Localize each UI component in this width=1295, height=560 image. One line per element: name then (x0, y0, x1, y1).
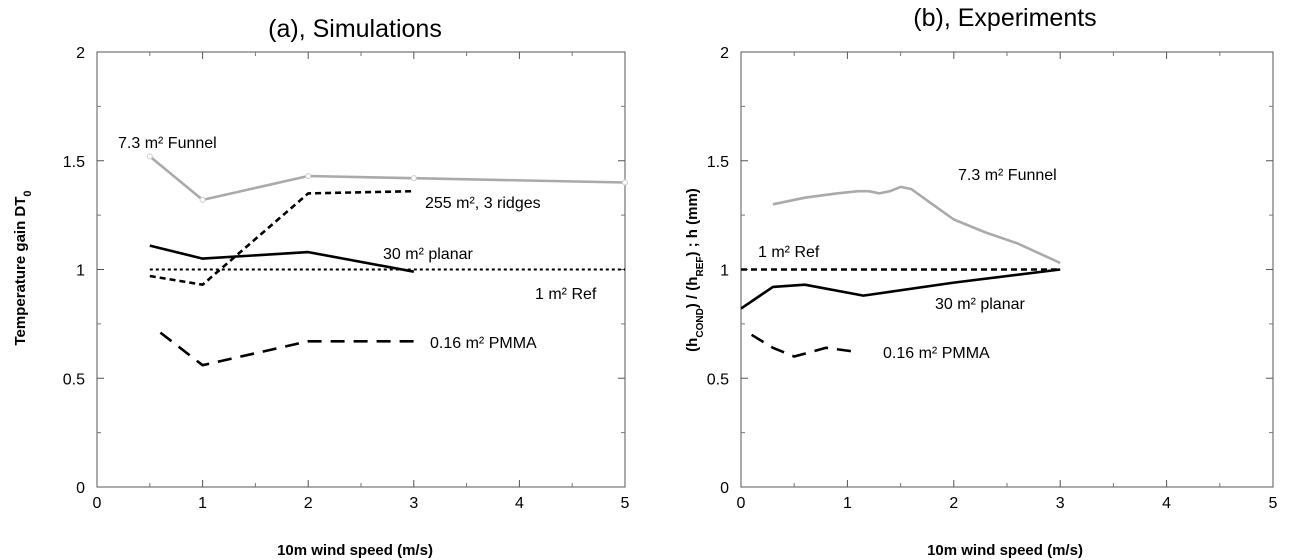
x-tick-label: 3 (1056, 495, 1065, 512)
series-line-1 (149, 189, 414, 287)
y-axis-label: (hCOND) / (hREF) ; h (mm) (684, 188, 706, 352)
series-annotation: 30 m² planar (935, 296, 1025, 313)
y-tick-label: 0 (76, 480, 85, 497)
series-annotation: 7.3 m² Funnel (118, 135, 217, 152)
series-annotation: 30 m² planar (383, 246, 473, 263)
x-tick-label: 1 (198, 495, 207, 512)
x-tick-label: 3 (409, 495, 418, 512)
y-axis-label-part: ) / (h (684, 277, 701, 309)
y-axis-label-sub: 0 (22, 190, 34, 196)
data-point (410, 175, 417, 182)
chart-title: (b), Experiments (913, 4, 1096, 32)
y-tick-label: 1.5 (707, 154, 729, 171)
y-axis-label: Temperature gain DT0 (12, 190, 34, 345)
y-tick-label: 2 (76, 45, 85, 62)
series-annotation: 1 m² Ref (758, 244, 820, 261)
x-tick-label: 1 (843, 495, 852, 512)
x-tick-label: 0 (737, 495, 746, 512)
y-tick-label: 0.5 (707, 371, 729, 388)
y-tick-label: 0.5 (63, 371, 85, 388)
series-line-2 (149, 244, 415, 273)
x-axis-label: 10m wind speed (m/s) (927, 542, 1083, 559)
x-tick-label: 0 (93, 495, 102, 512)
y-axis-label-part: REF (695, 257, 706, 277)
series-annotation: 0.16 m² PMMA (430, 335, 537, 352)
x-tick-label: 5 (621, 495, 630, 512)
data-point (146, 153, 153, 160)
y-tick-label: 1 (76, 263, 85, 280)
series-line-3 (750, 333, 859, 358)
chart-panel-experiments: (b), Experiments 0 1 2 3 4 5 0 0.5 1 1.5 2 10m wind … (684, 4, 1278, 559)
series-line-4 (159, 331, 414, 367)
y-axis-label-part: (h (684, 338, 701, 352)
data-point (622, 179, 628, 186)
y-tick-label: 1 (720, 263, 729, 280)
data-point (199, 196, 206, 203)
y-tick-label: 2 (720, 45, 729, 62)
chart-title: (a), Simulations (268, 15, 442, 43)
series-annotation: 255 m², 3 ridges (425, 195, 541, 212)
x-tick-label: 4 (1162, 495, 1171, 512)
y-tick-label: 0 (720, 480, 729, 497)
x-tick-label: 5 (1269, 495, 1278, 512)
y-axis-label-part: ) ; h (mm) (684, 188, 701, 256)
x-tick-label: 2 (304, 495, 313, 512)
x-tick-label: 4 (515, 495, 524, 512)
x-tick-label: 2 (949, 495, 958, 512)
data-point (305, 172, 312, 179)
series-line-2 (740, 268, 1061, 310)
y-axis-label-main: Temperature gain DT (12, 197, 29, 346)
series-annotation: 1 m² Ref (535, 286, 597, 303)
series-annotation: 0.16 m² PMMA (883, 345, 990, 362)
x-axis-label: 10m wind speed (m/s) (277, 542, 433, 559)
series-line-0 (148, 155, 626, 202)
series-annotation: 7.3 m² Funnel (958, 167, 1057, 184)
series-line-0 (772, 185, 1061, 265)
chart-panel-simulations: (a), Simulations 0 1 2 3 4 5 0 0.5 1 1.5 2 10m wind … (12, 15, 630, 559)
y-axis-label-part: COND (695, 308, 706, 337)
y-tick-label: 1.5 (63, 154, 85, 171)
